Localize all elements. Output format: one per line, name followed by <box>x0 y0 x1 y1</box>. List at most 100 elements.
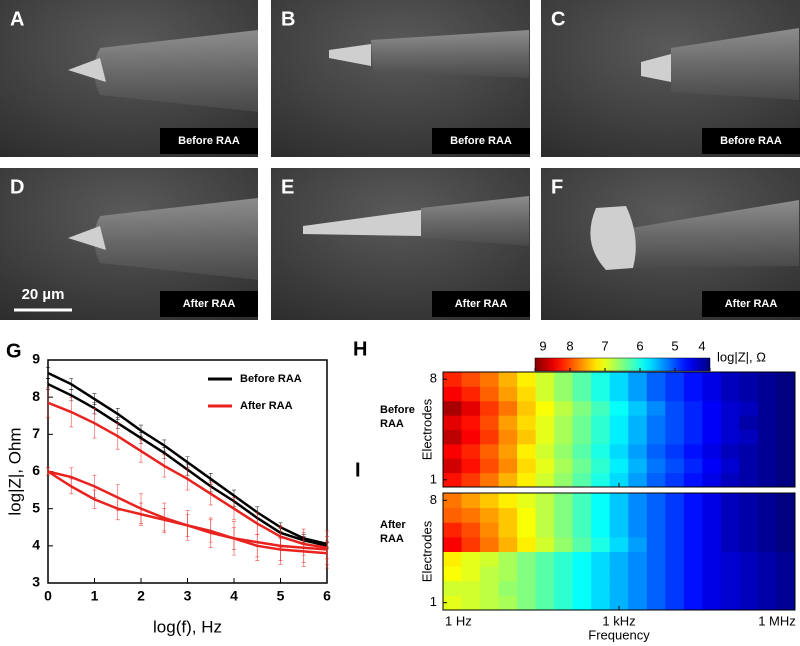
heatmap-cell <box>683 458 703 474</box>
heatmap-cell <box>443 372 463 387</box>
heatmap-cell <box>683 372 703 387</box>
heatmap-cell <box>720 372 740 387</box>
heatmap-cell <box>480 507 500 523</box>
heatmap-cell <box>702 580 722 596</box>
heatmap-cell <box>646 443 666 459</box>
heatmap-cell <box>443 522 463 538</box>
heatmap-cell <box>609 536 629 552</box>
heatmap-cell <box>554 386 574 402</box>
panel-letter: E <box>281 176 294 198</box>
heatmap-cell <box>609 472 629 488</box>
heatmap-cell <box>702 386 722 402</box>
heatmap-cell <box>628 522 648 538</box>
heatmap-cell <box>498 372 518 387</box>
image-caption: Before RAA <box>450 135 512 147</box>
heatmap-cell <box>498 400 518 416</box>
x-tick-label: 1 Hz <box>445 613 472 628</box>
heatmap-cell <box>757 400 777 416</box>
heatmap-cell <box>461 522 481 538</box>
heatmap-cell <box>443 472 463 488</box>
heatmap-cell <box>443 536 463 552</box>
heatmap-cell <box>535 566 555 582</box>
heatmap-cell <box>665 536 685 552</box>
heatmap-cell <box>683 472 703 488</box>
heatmap-cell <box>461 429 481 445</box>
heatmap-cell <box>628 566 648 582</box>
heatmap-cell <box>517 429 537 445</box>
heatmap-cell <box>628 458 648 474</box>
heatmap-cell <box>628 372 648 387</box>
heatmap-cell <box>702 415 722 430</box>
heatmap-cell <box>720 507 740 523</box>
heatmap-cell <box>646 458 666 474</box>
heatmap-cell <box>591 551 611 567</box>
colorbar-tick-label: 4 <box>698 338 705 353</box>
heatmap-cell <box>683 400 703 416</box>
image-caption: Before RAA <box>178 135 240 147</box>
heatmap-cell <box>683 415 703 430</box>
heatmap-cell <box>517 551 537 567</box>
heatmap-cell <box>572 458 592 474</box>
heatmap-cell <box>480 386 500 402</box>
heatmap-cell <box>776 472 796 488</box>
heatmap-cell <box>665 458 685 474</box>
heatmap-cell <box>628 595 648 611</box>
heatmap-cell <box>554 507 574 523</box>
heatmap-cell <box>572 386 592 402</box>
heatmap-cell <box>646 595 666 611</box>
heatmap-cell <box>646 386 666 402</box>
heatmap-cell <box>498 551 518 567</box>
heatmap-cell <box>665 400 685 416</box>
heatmap-cell <box>776 580 796 596</box>
heatmap-cell <box>720 458 740 474</box>
heatmap-cell <box>665 595 685 611</box>
heatmap-cell <box>443 386 463 402</box>
y-tick-label: 8 <box>430 492 437 507</box>
heatmap-cell <box>776 507 796 523</box>
heatmap-cell <box>683 522 703 538</box>
heatmap-cell <box>461 443 481 459</box>
heatmap-cell <box>757 536 777 552</box>
heatmap-cell <box>757 522 777 538</box>
heatmap-cell <box>665 493 685 509</box>
x-tick-label: 6 <box>323 588 331 604</box>
heatmap-cell <box>443 507 463 523</box>
electrode-tip <box>641 54 671 82</box>
heatmap-cell <box>757 443 777 459</box>
heatmap-cell <box>702 493 722 509</box>
heatmap-cell <box>517 493 537 509</box>
y-tick-label: 9 <box>32 351 40 367</box>
y-tick-label: 1 <box>430 471 437 486</box>
heatmap-cell <box>461 493 481 509</box>
heatmap-cell <box>757 551 777 567</box>
heatmap-cell <box>609 429 629 445</box>
sem-image: E After RAA <box>271 168 530 320</box>
heatmap-cell <box>665 507 685 523</box>
heatmap-cell <box>702 566 722 582</box>
heatmap-cell <box>480 372 500 387</box>
heatmap-cell <box>739 443 759 459</box>
heatmap-cell <box>609 372 629 387</box>
heatmap-cell <box>572 522 592 538</box>
heatmap-cell <box>443 493 463 509</box>
heatmap-cell <box>591 372 611 387</box>
x-axis-label: Frequency <box>588 627 650 642</box>
heatmap-cell <box>646 522 666 538</box>
x-tick-label: 0 <box>44 588 52 604</box>
heatmap-cell <box>739 415 759 430</box>
heatmap-cell <box>757 458 777 474</box>
heatmap-cell <box>665 522 685 538</box>
sem-image: A Before RAA <box>0 0 258 157</box>
heatmap-cell <box>739 522 759 538</box>
heatmap-cell <box>591 458 611 474</box>
heatmap-cell <box>702 443 722 459</box>
heatmap-cell <box>572 400 592 416</box>
heatmap-cell <box>757 507 777 523</box>
legend-label: After RAA <box>240 400 293 412</box>
heatmap-cell <box>554 458 574 474</box>
heatmap-cell <box>628 429 648 445</box>
heatmap-cell <box>498 493 518 509</box>
heatmap-cell <box>646 472 666 488</box>
electrode-tip <box>303 210 421 236</box>
heatmap-cell <box>609 400 629 416</box>
